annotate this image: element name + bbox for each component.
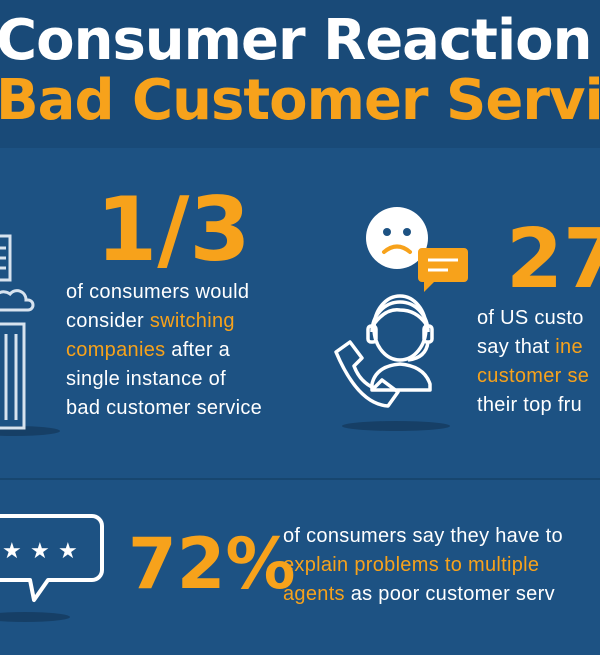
stat-3-line-3: agents as poor customer serv	[283, 580, 563, 609]
stat-1-highlight-companies: companies	[66, 339, 166, 361]
review-stars-bubble-icon: ★ ★ ★	[0, 514, 104, 602]
title-line-2: Bad Customer Servic	[0, 68, 600, 133]
stat-1-line-3: companies after a	[66, 336, 262, 365]
stat-3-line-3-text: as poor customer serv	[344, 583, 555, 605]
icon-shadow	[342, 421, 450, 431]
stat-1-value: 1/3	[96, 178, 251, 281]
stat-3-line-2: explain problems to multiple	[283, 554, 540, 576]
stat-2-line-2-text: say that	[477, 336, 556, 358]
stat-2-line-1: of US custo	[477, 307, 584, 329]
section-divider	[0, 478, 600, 480]
stat-2-value: 27	[506, 212, 600, 307]
sad-face-icon	[366, 207, 428, 269]
office-building-icon	[0, 234, 35, 430]
stat-1-line-2: consider switching	[66, 307, 262, 336]
stat-2-line-2: say that ine	[477, 333, 589, 362]
chat-bubble-icon	[418, 248, 468, 292]
stat-1-line-2-text: consider	[66, 310, 150, 332]
stat-3-highlight-agents: agents	[283, 583, 345, 605]
title-line-1: Consumer Reaction t	[0, 8, 600, 73]
stat-3-line-1: of consumers say they have to	[283, 525, 563, 547]
svg-text:★: ★	[58, 539, 78, 564]
stat-3-description: of consumers say they have to explain pr…	[283, 522, 563, 609]
stat-1-line-1: of consumers would	[66, 281, 250, 303]
stat-1-line-3-text: after a	[165, 339, 231, 361]
svg-text:★: ★	[30, 539, 50, 564]
stat-1-line-5: bad customer service	[66, 397, 263, 419]
stat-1-description: of consumers would consider switching co…	[66, 278, 262, 423]
stat-1-line-4: single instance of	[66, 368, 226, 390]
header-banner: Consumer Reaction t Bad Customer Servic	[0, 0, 600, 148]
icon-shadow	[0, 612, 70, 622]
stat-2-highlight: ine	[555, 336, 583, 358]
stat-2-line-4: their top fru	[477, 394, 583, 416]
icon-shadow	[0, 426, 60, 436]
stat-3-value: 72%	[128, 523, 296, 605]
svg-text:★: ★	[2, 539, 22, 564]
stat-2-description: of US custo say that ine customer se the…	[477, 304, 589, 420]
stat-1-highlight-switching: switching	[149, 310, 235, 332]
stat-2-line-3: customer se	[477, 365, 590, 387]
support-agent-headset-icon	[334, 294, 434, 408]
